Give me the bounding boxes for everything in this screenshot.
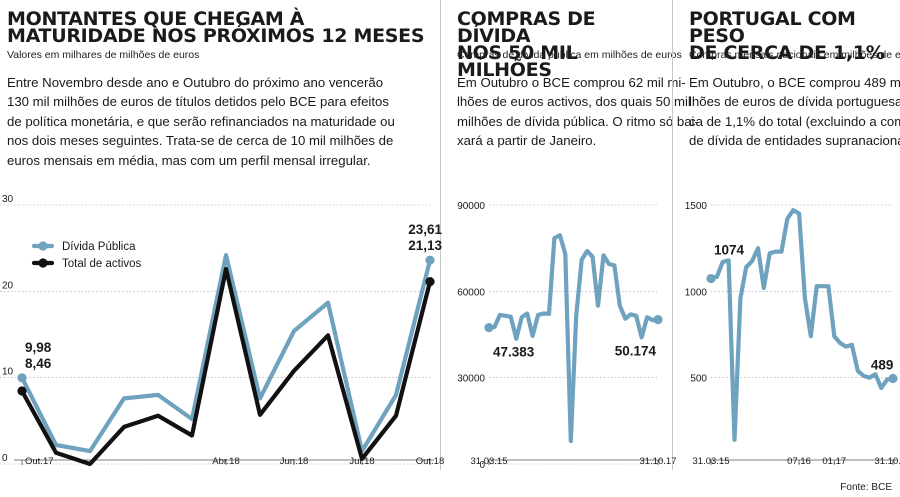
- x-tick-label: 31.03.15: [471, 456, 508, 467]
- panel-title: Portugal com peso de cerca de 1,1%: [689, 8, 885, 64]
- panel-body: Em Outubro o BCE comprou 62 mil mi- lhõe…: [457, 75, 699, 149]
- y-tick-label: 10: [2, 367, 14, 378]
- y-tick-label: 90000: [457, 201, 485, 212]
- x-tick-label: Out.17: [25, 456, 54, 467]
- series-line: [19, 266, 433, 467]
- x-tick-label: Jun.18: [280, 456, 309, 467]
- legend-label: Total de activos: [62, 258, 142, 270]
- panel-body: Entre Novembro desde ano e Outubro do pr…: [7, 75, 395, 168]
- y-tick-label: 1000: [685, 287, 708, 298]
- data-label: 47.383: [493, 345, 535, 360]
- panel-maturity: Montantes que chegam à maturidade nos pr…: [7, 0, 427, 497]
- x-tick-label: Abr.18: [212, 456, 239, 467]
- panel-title: Compras de dívida nos 50 mil milhões: [457, 8, 596, 81]
- data-label: 9,98: [25, 340, 52, 355]
- y-tick-label: 1500: [685, 201, 708, 212]
- legend-marker: [38, 258, 48, 268]
- panel-portugal: Portugal com peso de cerca de 1,1% Compr…: [689, 0, 900, 497]
- end-point: [425, 255, 435, 265]
- data-label: 23,61: [408, 222, 442, 237]
- series-line: [486, 233, 661, 444]
- x-tick-label: 01.17: [822, 456, 846, 467]
- source-note: Fonte: BCE: [840, 482, 892, 493]
- series-line: [19, 253, 433, 454]
- panel-title: Montantes que chegam à maturidade nos pr…: [7, 8, 425, 47]
- panel-subtitle: Valores em milhares de milhões de euros: [7, 49, 200, 61]
- data-label: 8,46: [25, 356, 52, 371]
- y-tick-label: 60000: [457, 287, 485, 298]
- x-tick-label: Jul.18: [349, 456, 374, 467]
- column-divider: [440, 0, 441, 470]
- legend-label: Dívida Pública: [62, 241, 136, 253]
- y-tick-label: 30: [2, 194, 14, 205]
- x-tick-label: 31.10.17: [875, 456, 900, 467]
- y-tick-label: 500: [690, 374, 707, 385]
- end-point: [425, 276, 435, 287]
- panel-body: Em Outubro, o BCE comprou 489 mi- lhões …: [689, 75, 900, 149]
- legend-marker: [38, 241, 48, 251]
- y-tick-label: 20: [2, 280, 14, 291]
- end-point: [653, 315, 663, 325]
- y-tick-label: 0: [2, 453, 8, 464]
- end-point: [17, 373, 27, 383]
- panel-purchases: Compras de dívida nos 50 mil milhões Com…: [457, 0, 699, 497]
- column-divider: [672, 0, 673, 470]
- data-label: 489: [871, 358, 894, 373]
- end-point: [484, 323, 494, 333]
- y-tick-label: 30000: [457, 374, 485, 385]
- data-label: 50.174: [615, 344, 657, 359]
- data-label: 1074: [714, 243, 745, 258]
- panel-subtitle: Compras de dívida pública em milhões de …: [457, 49, 682, 61]
- x-tick-label: 31.03.15: [693, 456, 730, 467]
- end-point: [17, 386, 27, 396]
- data-label: 21,13: [408, 238, 442, 253]
- x-tick-label: 07.16: [787, 456, 811, 467]
- x-tick-label: Out.18: [416, 456, 445, 467]
- end-point: [706, 273, 716, 284]
- series-line: [708, 208, 896, 442]
- panel-subtitle: Compras mensais nacionais em milhões de …: [689, 49, 900, 61]
- end-point: [888, 373, 898, 384]
- x-tick-label: 31.10.17: [640, 456, 677, 467]
- y-tick-label: 0: [479, 460, 485, 471]
